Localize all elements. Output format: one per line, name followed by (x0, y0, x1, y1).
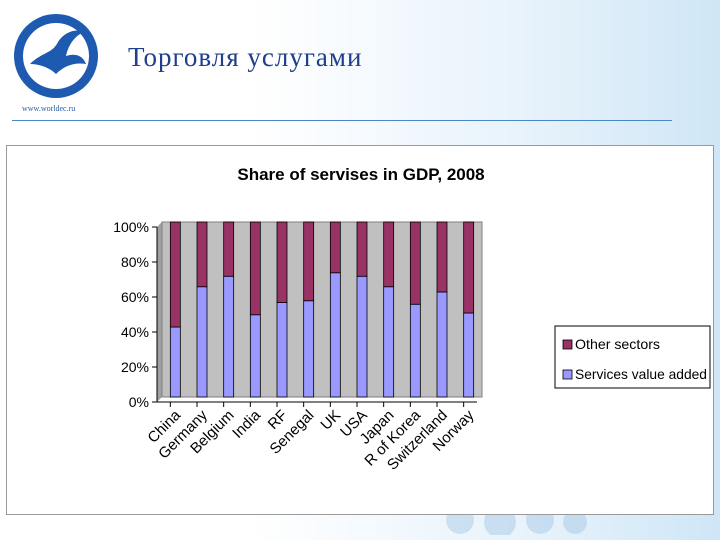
bar-other-sectors (223, 221, 235, 277)
bar-services (409, 303, 421, 398)
legend: Other sectors Services value added (554, 325, 711, 389)
bar-services (436, 291, 448, 398)
y-tick-label: 60% (121, 289, 149, 305)
bar-services (196, 286, 208, 398)
bar-other-sectors (436, 221, 448, 293)
bars (169, 221, 475, 398)
bar-other-sectors (169, 221, 181, 328)
legend-box (554, 325, 711, 389)
bar-other-sectors (329, 221, 341, 274)
y-tick-label: 0% (129, 394, 149, 410)
site-url[interactable]: www.worldec.ru (22, 104, 76, 113)
bar-services (329, 272, 341, 398)
y-tick-label: 20% (121, 359, 149, 375)
bar-other-sectors (196, 221, 208, 288)
page-title: Торговля услугами (128, 42, 363, 72)
bar-services (223, 275, 235, 398)
bar-other-sectors (249, 221, 261, 316)
bar-other-sectors (276, 221, 288, 303)
bar-services (463, 312, 475, 398)
y-axis: 0% 20% 40% 60% 80% 100% (113, 219, 477, 410)
bar-services (249, 314, 261, 398)
bar-other-sectors (356, 221, 368, 277)
legend-label-services: Services value added (575, 366, 707, 382)
logo-emblem (14, 14, 98, 98)
bar-other-sectors (383, 221, 395, 288)
legend-swatch-services (562, 369, 573, 380)
bar-services (276, 302, 288, 398)
chart-frame: Share of servises in GDP, 2008 0% 20% 40% 6… (6, 145, 714, 515)
legend-swatch-other-sectors (562, 339, 573, 350)
y-tick-label: 40% (121, 324, 149, 340)
bar-other-sectors (409, 221, 421, 305)
y-tick-label: 100% (113, 219, 149, 235)
bar-other-sectors (463, 221, 475, 314)
chart-title: Share of servises in GDP, 2008 (237, 165, 484, 184)
header-divider (12, 120, 672, 121)
y-tick-label: 80% (121, 254, 149, 270)
plot-area (161, 221, 483, 398)
bar-services (356, 275, 368, 398)
x-tick-label: India (229, 406, 264, 441)
bar-services (383, 286, 395, 398)
plot-area-depth-side (157, 222, 162, 402)
bar-services (303, 300, 315, 398)
bar-other-sectors (303, 221, 315, 302)
legend-label-other-sectors: Other sectors (575, 336, 660, 352)
bar-services (169, 326, 181, 398)
chart: Share of servises in GDP, 2008 0% 20% 40% 6… (113, 165, 711, 474)
